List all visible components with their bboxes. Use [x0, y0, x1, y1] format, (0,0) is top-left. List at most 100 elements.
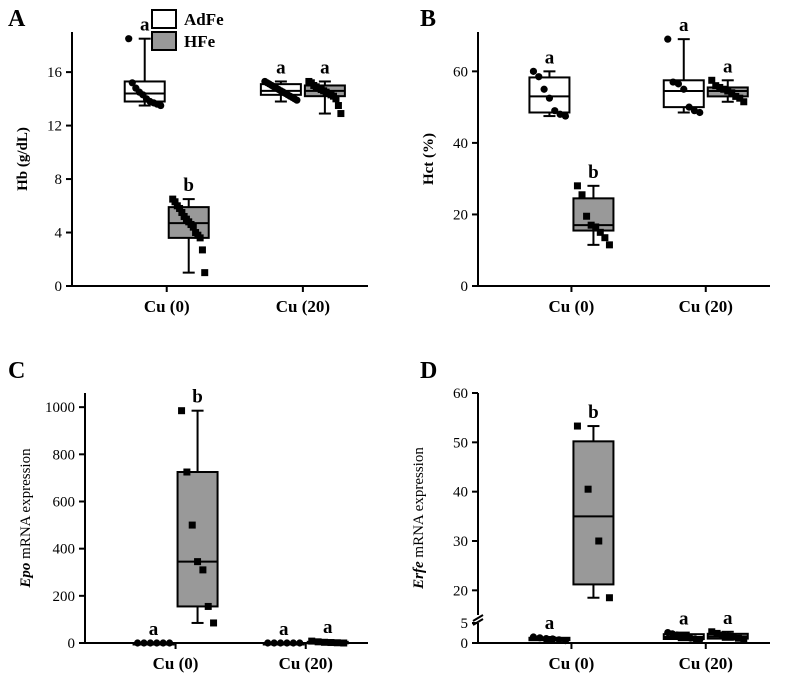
data-point — [555, 636, 563, 644]
significance-letter: a — [679, 15, 689, 36]
data-point — [157, 101, 165, 110]
data-point — [728, 89, 736, 97]
data-point — [583, 212, 591, 220]
data-point — [729, 633, 737, 641]
legend-swatch — [151, 9, 177, 29]
significance-letter: a — [723, 608, 733, 629]
y-tick-label: 400 — [53, 542, 76, 558]
data-point — [712, 82, 720, 90]
significance-letter: a — [149, 619, 159, 640]
data-point — [308, 637, 316, 645]
data-point — [549, 635, 557, 643]
data-point — [595, 537, 603, 545]
box-adfe-0: a — [528, 613, 571, 645]
x-category-label: Cu (20) — [679, 654, 733, 673]
data-point — [713, 629, 721, 637]
legend-label: HFe — [184, 32, 216, 51]
y-tick-label: 0 — [461, 636, 469, 652]
data-point — [716, 83, 724, 91]
data-point — [289, 639, 297, 647]
panel-letter: C — [8, 358, 25, 384]
significance-letter: b — [588, 162, 599, 183]
data-point — [264, 639, 272, 647]
significance-letter: b — [183, 175, 194, 196]
box-adfe-0: a — [123, 15, 166, 110]
x-category-label: Cu (20) — [276, 297, 330, 316]
data-point — [183, 468, 191, 476]
data-point — [194, 558, 202, 566]
y-axis-label: Hct (%) — [421, 133, 437, 185]
data-point — [734, 634, 742, 642]
data-point — [535, 73, 543, 81]
box-adfe-1: a — [259, 57, 302, 104]
y-tick-label: 16 — [47, 65, 63, 81]
y-axis-label-gene: Erfe — [411, 561, 427, 590]
data-point — [133, 639, 142, 647]
panel-a: A 0 4 8 12 16 Hb (g/dL) Cu (0) Cu (20) a a b a AdFe HF… — [8, 6, 368, 316]
data-point — [578, 191, 586, 199]
data-point — [680, 85, 688, 93]
box-hfe-0: b — [176, 387, 219, 627]
data-point — [178, 407, 186, 415]
y-tick-label: 40 — [453, 485, 468, 501]
data-point — [337, 110, 345, 118]
data-point — [545, 94, 554, 102]
legend-label: AdFe — [184, 10, 224, 29]
data-point — [333, 639, 341, 647]
data-point — [732, 92, 740, 100]
data-point — [696, 636, 704, 644]
data-point — [540, 85, 548, 93]
data-point — [153, 639, 161, 647]
significance-letter: a — [545, 47, 555, 68]
data-point — [199, 566, 207, 574]
data-point — [536, 634, 544, 642]
data-point — [321, 638, 329, 646]
panel-c: C 0 200 400 600 800 1000 Epo mRNA expression Cu … — [8, 358, 368, 673]
y-axis-label: Hb (g/dL) — [15, 127, 31, 191]
y-axis-label-rest: mRNA expression — [411, 447, 427, 562]
y-tick-label: 5 — [461, 616, 469, 632]
box-adfe-1: a — [662, 15, 705, 117]
significance-letter: a — [279, 619, 289, 640]
data-point — [270, 639, 278, 647]
significance-letter: a — [679, 609, 689, 630]
data-point — [334, 102, 342, 110]
data-point — [605, 594, 613, 602]
y-tick-label: 50 — [453, 435, 468, 451]
box-iqr — [572, 440, 615, 586]
panel-letter: A — [8, 6, 26, 32]
data-point — [696, 108, 704, 117]
significance-letter: a — [320, 57, 330, 78]
data-point — [196, 234, 204, 242]
significance-letter: a — [723, 56, 733, 77]
data-point — [708, 628, 716, 636]
y-tick-label: 20 — [453, 583, 468, 599]
y-axis-label: Epo mRNA expression — [18, 448, 34, 589]
data-point — [685, 103, 693, 111]
y-tick-label: 30 — [453, 534, 468, 550]
box-hfe-0: b — [167, 175, 210, 277]
y-tick-label: 600 — [53, 494, 76, 510]
y-axis-label-rest: mRNA expression — [18, 448, 34, 563]
significance-letter: a — [545, 613, 555, 634]
data-point — [189, 223, 197, 231]
data-point — [332, 95, 340, 103]
data-point — [708, 76, 716, 84]
data-point — [592, 223, 600, 231]
data-point — [140, 639, 148, 647]
significance-letter: a — [276, 57, 286, 78]
data-point — [561, 637, 570, 645]
box-adfe-1: a — [662, 609, 705, 644]
y-tick-label: 800 — [53, 447, 76, 463]
data-point — [198, 246, 206, 254]
data-point — [736, 94, 744, 102]
data-point — [596, 228, 604, 236]
box-adfe-0: a — [528, 47, 571, 120]
data-point — [201, 269, 209, 277]
x-category-label: Cu (0) — [549, 654, 595, 673]
y-tick-label: 60 — [453, 386, 468, 402]
box-hfe-1: a — [706, 56, 749, 106]
data-point — [293, 96, 301, 104]
data-point — [529, 67, 538, 75]
